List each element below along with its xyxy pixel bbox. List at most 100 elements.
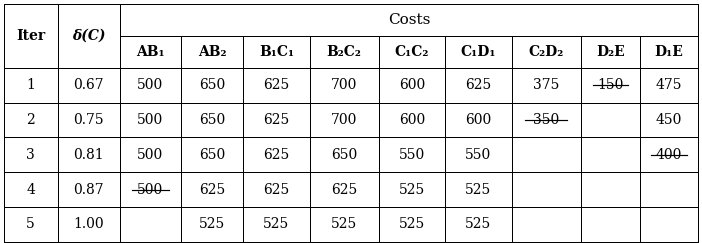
- Bar: [445, 68, 512, 103]
- Bar: [379, 68, 445, 103]
- Bar: [119, 36, 181, 68]
- Text: 625: 625: [263, 148, 289, 162]
- Text: D₁E: D₁E: [655, 45, 684, 59]
- Bar: [310, 36, 379, 68]
- Bar: [181, 68, 243, 103]
- Bar: [243, 207, 310, 242]
- Text: 1: 1: [26, 78, 35, 92]
- Bar: [4, 138, 58, 172]
- Text: 600: 600: [465, 113, 491, 127]
- Bar: [4, 103, 58, 138]
- Text: 625: 625: [199, 183, 225, 197]
- Text: 500: 500: [138, 113, 164, 127]
- Text: 650: 650: [199, 148, 225, 162]
- Text: 625: 625: [263, 183, 289, 197]
- Bar: [119, 207, 181, 242]
- Text: 650: 650: [199, 78, 225, 92]
- Bar: [181, 138, 243, 172]
- Bar: [243, 36, 310, 68]
- Bar: [310, 103, 379, 138]
- Text: 4: 4: [26, 183, 35, 197]
- Text: AB₁: AB₁: [136, 45, 165, 59]
- Bar: [512, 68, 581, 103]
- Text: 550: 550: [399, 148, 425, 162]
- Bar: [4, 68, 58, 103]
- Bar: [445, 172, 512, 207]
- Text: Costs: Costs: [388, 13, 430, 27]
- Bar: [119, 4, 698, 36]
- Text: δ(C): δ(C): [72, 29, 105, 43]
- Bar: [581, 103, 640, 138]
- Text: 5: 5: [26, 217, 35, 231]
- Text: 525: 525: [465, 183, 491, 197]
- Bar: [640, 68, 698, 103]
- Text: Iter: Iter: [16, 29, 45, 43]
- Bar: [640, 138, 698, 172]
- Bar: [379, 36, 445, 68]
- Bar: [512, 103, 581, 138]
- Bar: [581, 138, 640, 172]
- Bar: [640, 207, 698, 242]
- Bar: [445, 103, 512, 138]
- Text: 650: 650: [199, 113, 225, 127]
- Bar: [512, 138, 581, 172]
- Text: AB₂: AB₂: [198, 45, 227, 59]
- Text: B₂C₂: B₂C₂: [326, 45, 362, 59]
- Text: 2: 2: [26, 113, 35, 127]
- Bar: [119, 138, 181, 172]
- Text: 525: 525: [465, 217, 491, 231]
- Text: 0.67: 0.67: [74, 78, 104, 92]
- Bar: [581, 68, 640, 103]
- Bar: [119, 172, 181, 207]
- Bar: [512, 172, 581, 207]
- Bar: [119, 68, 181, 103]
- Text: 0.75: 0.75: [74, 113, 104, 127]
- Text: D₂E: D₂E: [596, 45, 625, 59]
- Bar: [640, 36, 698, 68]
- Bar: [310, 172, 379, 207]
- Text: 700: 700: [331, 113, 357, 127]
- Text: 525: 525: [263, 217, 289, 231]
- Bar: [4, 4, 58, 68]
- Bar: [243, 138, 310, 172]
- Text: 600: 600: [399, 78, 425, 92]
- Bar: [445, 207, 512, 242]
- Text: 0.81: 0.81: [74, 148, 104, 162]
- Text: 600: 600: [399, 113, 425, 127]
- Text: C₁D₁: C₁D₁: [461, 45, 496, 59]
- Text: 500: 500: [138, 183, 164, 197]
- Text: 400: 400: [656, 148, 682, 162]
- Text: 350: 350: [533, 113, 559, 127]
- Text: 650: 650: [331, 148, 357, 162]
- Bar: [58, 138, 119, 172]
- Bar: [640, 172, 698, 207]
- Bar: [445, 36, 512, 68]
- Text: 625: 625: [263, 78, 289, 92]
- Bar: [58, 207, 119, 242]
- Bar: [581, 172, 640, 207]
- Text: C₁C₂: C₁C₂: [395, 45, 429, 59]
- Bar: [310, 207, 379, 242]
- Bar: [581, 207, 640, 242]
- Bar: [181, 103, 243, 138]
- Text: C₂D₂: C₂D₂: [529, 45, 564, 59]
- Bar: [181, 172, 243, 207]
- Text: 700: 700: [331, 78, 357, 92]
- Bar: [58, 172, 119, 207]
- Bar: [58, 68, 119, 103]
- Text: B₁C₁: B₁C₁: [259, 45, 294, 59]
- Bar: [512, 36, 581, 68]
- Bar: [445, 138, 512, 172]
- Text: 525: 525: [399, 217, 425, 231]
- Bar: [58, 4, 119, 68]
- Bar: [243, 68, 310, 103]
- Bar: [4, 172, 58, 207]
- Text: 450: 450: [656, 113, 682, 127]
- Text: 525: 525: [399, 183, 425, 197]
- Bar: [512, 207, 581, 242]
- Text: 1.00: 1.00: [74, 217, 104, 231]
- Text: 500: 500: [138, 78, 164, 92]
- Text: 550: 550: [465, 148, 491, 162]
- Bar: [581, 36, 640, 68]
- Bar: [640, 103, 698, 138]
